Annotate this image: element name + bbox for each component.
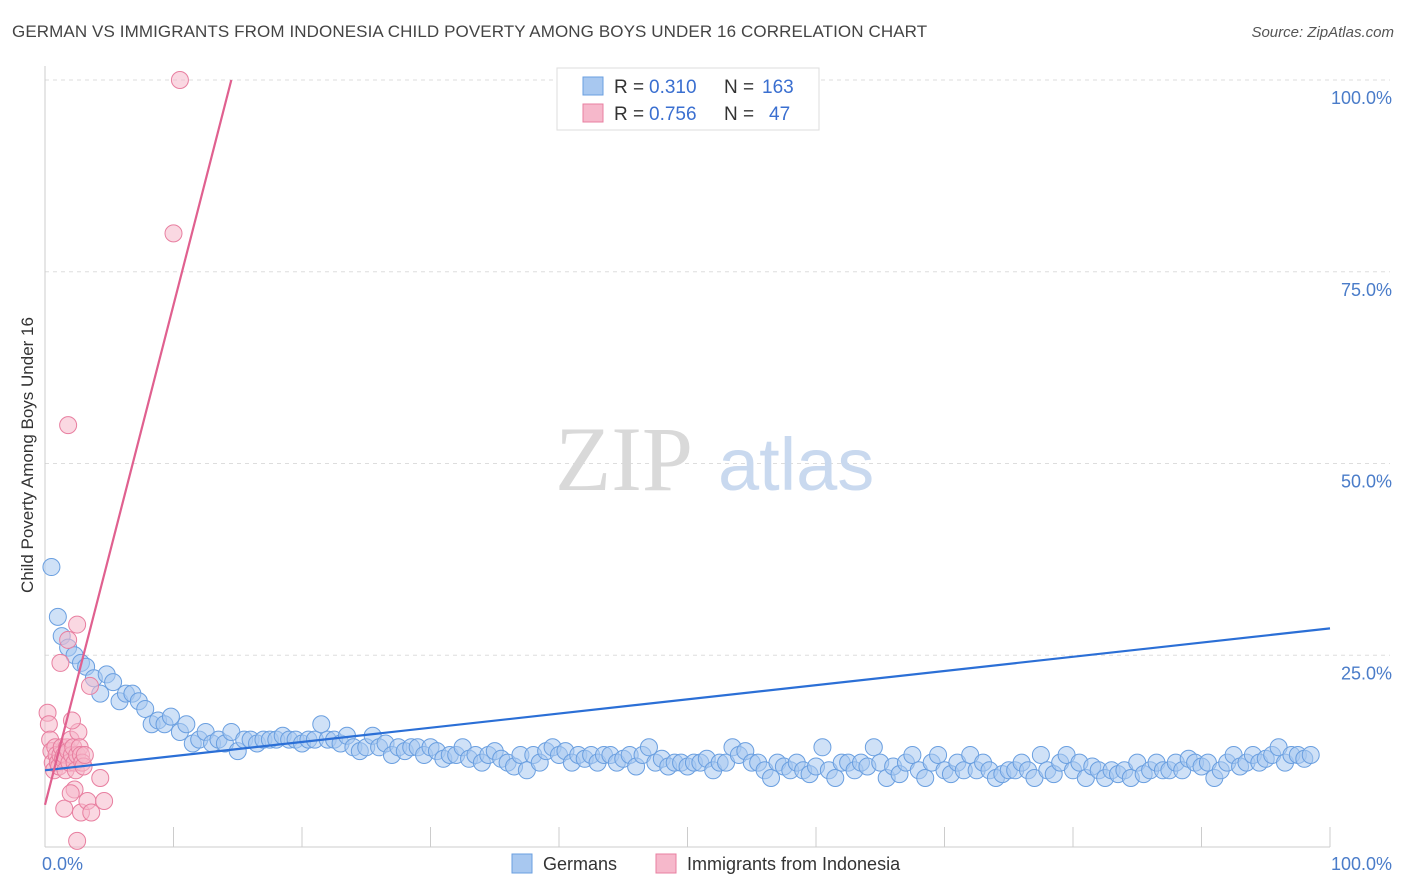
germans-point-120 — [813, 738, 832, 757]
bottom-legend-swatch-germans — [511, 853, 533, 874]
legend-top: R = 0.310 N = 163 R = 0.756 N = 47 — [556, 67, 820, 131]
indonesia-point-40 — [91, 768, 110, 787]
indonesia-point-1 — [39, 715, 58, 734]
legend-r-label-indonesia: R = — [614, 104, 644, 125]
axes — [44, 66, 1331, 848]
y-axis-title: Child Poverty Among Boys Under 16 — [18, 317, 37, 593]
watermark-atlas: atlas — [718, 423, 874, 506]
indonesia-point-30 — [51, 653, 70, 672]
indonesia-point-44 — [59, 416, 78, 435]
indonesia-point-41 — [95, 791, 114, 810]
indonesia-point-33 — [68, 615, 87, 634]
y-tick-label-3: 100.0% — [1331, 88, 1392, 108]
x-tick-label-1: 100.0% — [1331, 854, 1392, 874]
germans-point-21 — [177, 715, 196, 734]
legend-r-value-germans: 0.310 — [649, 77, 697, 98]
watermark: ZIP atlas — [555, 408, 874, 510]
germans-point-122 — [826, 768, 845, 787]
germans-point-42 — [312, 715, 331, 734]
indonesia-point-39 — [82, 803, 101, 822]
germans-trend-line — [44, 627, 1331, 772]
legend-bottom: Germans Immigrants from Indonesia — [511, 853, 901, 874]
germans-point-134 — [903, 745, 922, 764]
germans-point-138 — [929, 745, 948, 764]
germans-point-112 — [762, 768, 781, 787]
legend-n-label-indonesia: N = — [724, 104, 754, 125]
germans-point-1 — [48, 607, 67, 626]
germans-point-154 — [1031, 745, 1050, 764]
germans-point-15 — [136, 699, 155, 718]
indonesia-point-42 — [68, 831, 87, 850]
grid — [45, 79, 1390, 656]
y-tick-label-2: 75.0% — [1341, 280, 1392, 300]
y-tick-label-0: 25.0% — [1341, 663, 1392, 683]
legend-r-label-germans: R = — [614, 77, 644, 98]
legend-n-label-germans: N = — [724, 77, 754, 98]
indonesia-trend-line — [43, 79, 233, 806]
indonesia-point-45 — [164, 224, 183, 243]
indonesia-point-43 — [80, 676, 99, 695]
watermark-zip: ZIP — [555, 408, 693, 510]
x-tick-label-0: 0.0% — [42, 854, 83, 874]
tick-labels: 25.0% 50.0% 75.0% 100.0% 0.0% 100.0% — [42, 88, 1392, 874]
chart-title: GERMAN VS IMMIGRANTS FROM INDONESIA CHIL… — [12, 22, 928, 41]
germans-point-0 — [42, 558, 61, 577]
bottom-legend-germans: Germans — [543, 854, 617, 874]
bottom-legend-indonesia: Immigrants from Indonesia — [687, 854, 901, 874]
germans-point-10 — [104, 673, 123, 692]
indonesia-point-31 — [59, 630, 78, 649]
germans-points — [42, 558, 1320, 787]
legend-n-value-germans: 163 — [762, 77, 794, 98]
y-tick-label-1: 50.0% — [1341, 472, 1392, 492]
source-label: Source: ZipAtlas.com — [1251, 24, 1394, 41]
trend-lines — [43, 79, 1331, 806]
legend-n-value-indonesia: 47 — [769, 104, 790, 125]
legend-swatch-indonesia — [582, 103, 604, 123]
germans-point-93 — [639, 738, 658, 757]
germans-point-136 — [916, 768, 935, 787]
germans-point-128 — [864, 738, 883, 757]
legend-r-value-indonesia: 0.756 — [649, 104, 697, 125]
indonesia-point-46 — [170, 71, 189, 89]
germans-point-196 — [1301, 745, 1320, 764]
indonesia-point-29 — [75, 745, 94, 764]
indonesia-point-34 — [55, 799, 74, 818]
indonesia-point-36 — [61, 784, 80, 803]
bottom-legend-swatch-indonesia — [655, 853, 677, 874]
legend-swatch-germans — [582, 76, 604, 96]
indonesia-points — [38, 71, 189, 850]
germans-point-19 — [161, 707, 180, 726]
